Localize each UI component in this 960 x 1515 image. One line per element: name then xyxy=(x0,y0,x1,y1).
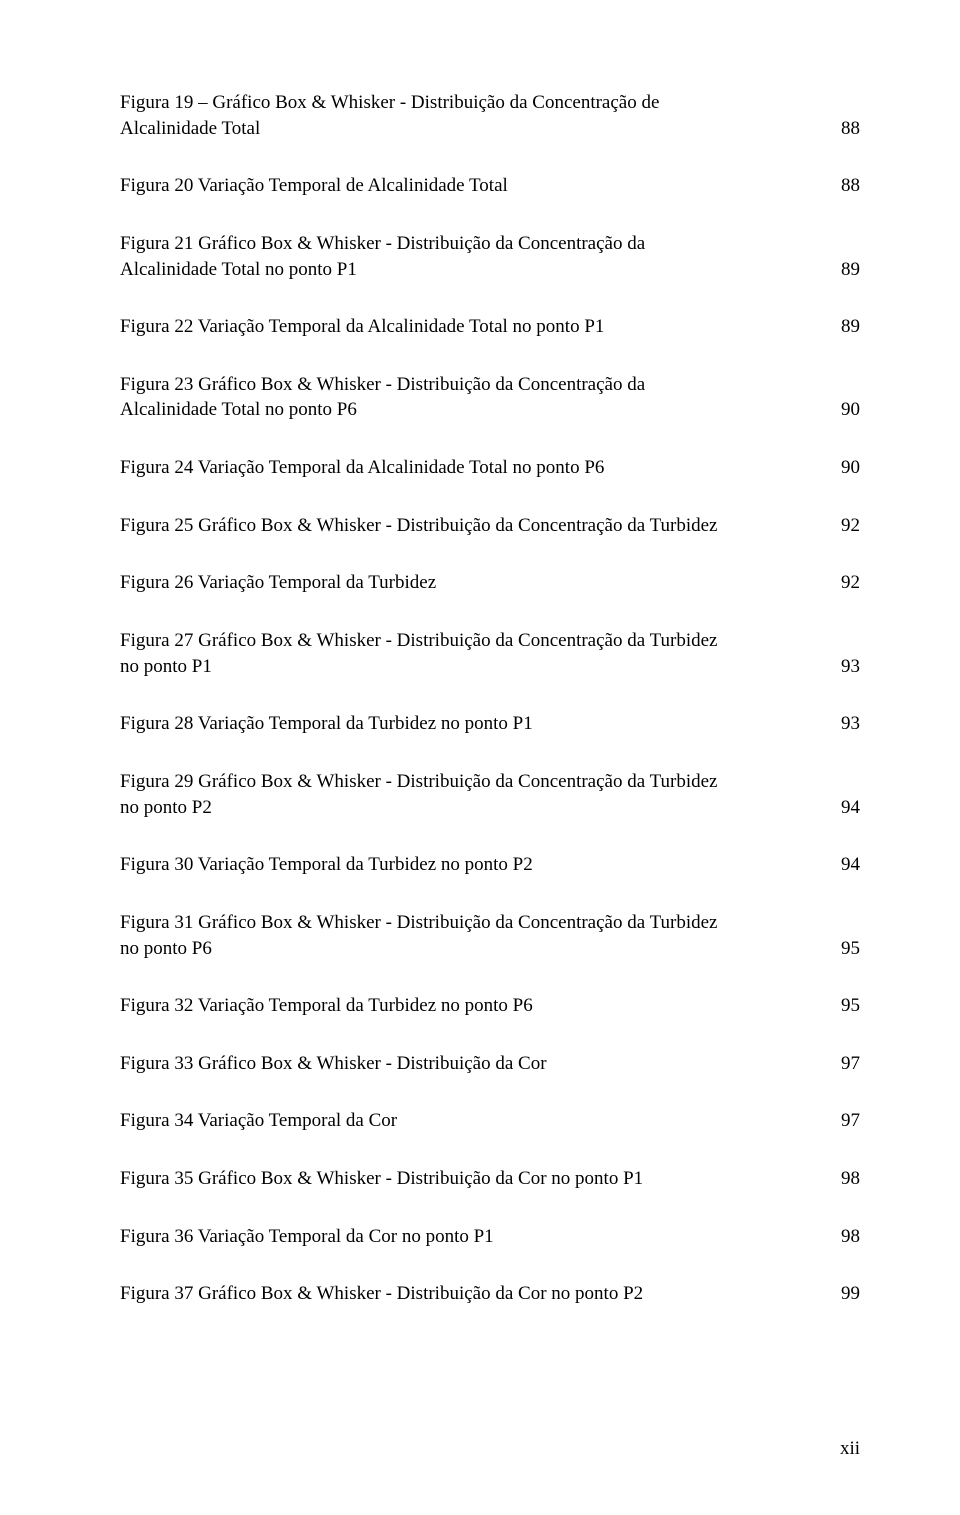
figure-list-entry: Figura 37 Gráfico Box & Whisker - Distri… xyxy=(120,1281,860,1307)
figure-entry-page: 94 xyxy=(841,852,860,878)
figure-entry-label-line2: Alcalinidade Total no ponto P6 xyxy=(120,397,841,423)
figure-entry-page: 97 xyxy=(841,1108,860,1134)
figure-entry-label: Figura 25 Gráfico Box & Whisker - Distri… xyxy=(120,513,841,539)
figure-entry-label: Figura 33 Gráfico Box & Whisker - Distri… xyxy=(120,1051,841,1077)
figure-list-entry: Figura 22 Variação Temporal da Alcalinid… xyxy=(120,314,860,340)
figure-entry-label: Figura 36 Variação Temporal da Cor no po… xyxy=(120,1224,841,1250)
figure-entry-label-line1: Figura 29 Gráfico Box & Whisker - Distri… xyxy=(120,769,860,795)
figure-entry-page: 90 xyxy=(841,455,860,481)
figure-entry-page: 94 xyxy=(841,795,860,821)
figure-entry-page: 88 xyxy=(841,116,860,142)
figure-list-entry: Figura 24 Variação Temporal da Alcalinid… xyxy=(120,455,860,481)
figure-entry-page: 92 xyxy=(841,513,860,539)
figure-entry-page: 99 xyxy=(841,1281,860,1307)
figure-list-entry: Figura 25 Gráfico Box & Whisker - Distri… xyxy=(120,513,860,539)
figure-entry-label-line2: Alcalinidade Total xyxy=(120,116,841,142)
figure-list-entry: Figura 33 Gráfico Box & Whisker - Distri… xyxy=(120,1051,860,1077)
figure-entry-label-line1: Figura 27 Gráfico Box & Whisker - Distri… xyxy=(120,628,860,654)
figure-entry-label: Figura 37 Gráfico Box & Whisker - Distri… xyxy=(120,1281,841,1307)
figure-entry-label: Figura 24 Variação Temporal da Alcalinid… xyxy=(120,455,841,481)
figure-list-entry: Figura 23 Gráfico Box & Whisker - Distri… xyxy=(120,372,860,423)
figure-entry-page: 93 xyxy=(841,711,860,737)
figure-entry-page: 93 xyxy=(841,654,860,680)
figure-entry-page: 97 xyxy=(841,1051,860,1077)
document-page: Figura 19 – Gráfico Box & Whisker - Dist… xyxy=(0,0,960,1515)
figure-list-entry: Figura 26 Variação Temporal da Turbidez9… xyxy=(120,570,860,596)
figure-entry-page: 92 xyxy=(841,570,860,596)
figure-list-entry: Figura 34 Variação Temporal da Cor97 xyxy=(120,1108,860,1134)
page-number-footer: xii xyxy=(840,1438,860,1460)
figure-entry-page: 95 xyxy=(841,936,860,962)
figure-entry-label: Figura 32 Variação Temporal da Turbidez … xyxy=(120,993,841,1019)
figure-list-entry: Figura 20 Variação Temporal de Alcalinid… xyxy=(120,173,860,199)
figure-entry-page: 98 xyxy=(841,1224,860,1250)
figure-entry-label-line1: Figura 31 Gráfico Box & Whisker - Distri… xyxy=(120,910,860,936)
figure-entry-label-line2: no ponto P2 xyxy=(120,795,841,821)
figure-entry-page: 88 xyxy=(841,173,860,199)
figure-entry-label: Figura 28 Variação Temporal da Turbidez … xyxy=(120,711,841,737)
figure-entry-label-line2: Alcalinidade Total no ponto P1 xyxy=(120,257,841,283)
figure-entry-label-line1: Figura 19 – Gráfico Box & Whisker - Dist… xyxy=(120,90,860,116)
figure-list-entry: Figura 31 Gráfico Box & Whisker - Distri… xyxy=(120,910,860,961)
figure-list: Figura 19 – Gráfico Box & Whisker - Dist… xyxy=(120,90,860,1307)
figure-entry-label: Figura 34 Variação Temporal da Cor xyxy=(120,1108,841,1134)
figure-entry-label-line2: no ponto P6 xyxy=(120,936,841,962)
figure-entry-page: 89 xyxy=(841,257,860,283)
figure-list-entry: Figura 32 Variação Temporal da Turbidez … xyxy=(120,993,860,1019)
figure-entry-page: 95 xyxy=(841,993,860,1019)
figure-entry-page: 89 xyxy=(841,314,860,340)
figure-list-entry: Figura 30 Variação Temporal da Turbidez … xyxy=(120,852,860,878)
figure-entry-label: Figura 26 Variação Temporal da Turbidez xyxy=(120,570,841,596)
figure-list-entry: Figura 19 – Gráfico Box & Whisker - Dist… xyxy=(120,90,860,141)
figure-list-entry: Figura 27 Gráfico Box & Whisker - Distri… xyxy=(120,628,860,679)
figure-list-entry: Figura 29 Gráfico Box & Whisker - Distri… xyxy=(120,769,860,820)
figure-entry-label: Figura 35 Gráfico Box & Whisker - Distri… xyxy=(120,1166,841,1192)
figure-list-entry: Figura 36 Variação Temporal da Cor no po… xyxy=(120,1224,860,1250)
figure-entry-label-line1: Figura 21 Gráfico Box & Whisker - Distri… xyxy=(120,231,860,257)
figure-list-entry: Figura 28 Variação Temporal da Turbidez … xyxy=(120,711,860,737)
figure-entry-label-line1: Figura 23 Gráfico Box & Whisker - Distri… xyxy=(120,372,860,398)
figure-entry-label: Figura 20 Variação Temporal de Alcalinid… xyxy=(120,173,841,199)
figure-list-entry: Figura 35 Gráfico Box & Whisker - Distri… xyxy=(120,1166,860,1192)
figure-entry-page: 98 xyxy=(841,1166,860,1192)
figure-entry-page: 90 xyxy=(841,397,860,423)
figure-entry-label-line2: no ponto P1 xyxy=(120,654,841,680)
figure-entry-label: Figura 30 Variação Temporal da Turbidez … xyxy=(120,852,841,878)
figure-list-entry: Figura 21 Gráfico Box & Whisker - Distri… xyxy=(120,231,860,282)
figure-entry-label: Figura 22 Variação Temporal da Alcalinid… xyxy=(120,314,841,340)
